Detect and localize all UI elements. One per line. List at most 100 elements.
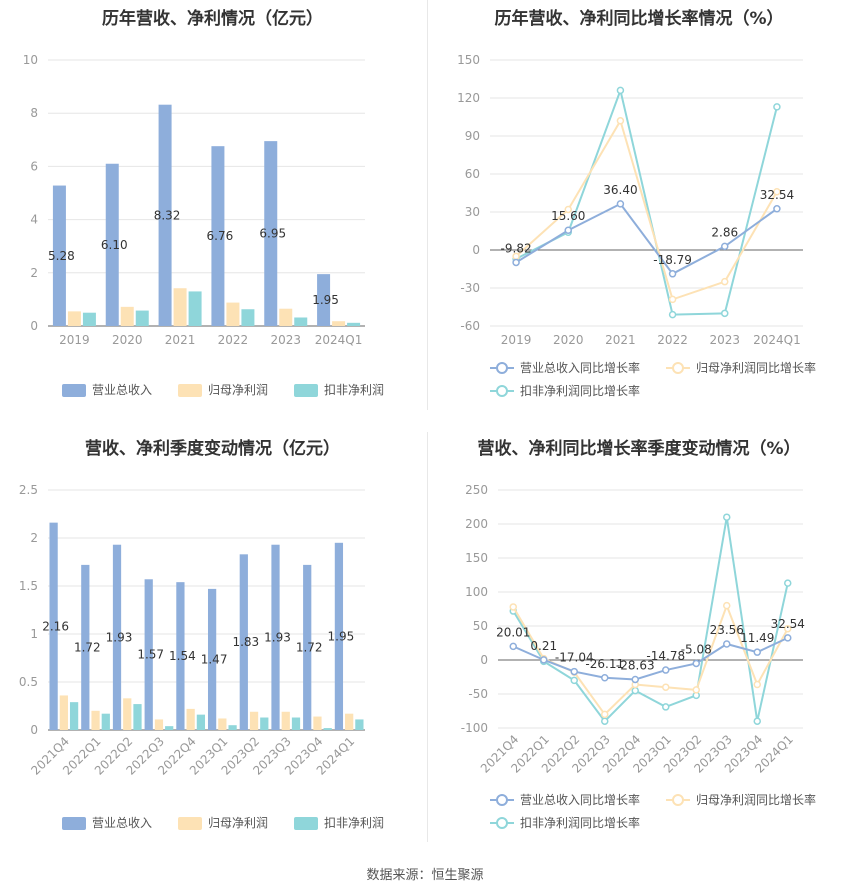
y-tick-label: 120 bbox=[457, 91, 480, 105]
series-line bbox=[515, 202, 778, 276]
bar bbox=[176, 582, 185, 730]
data-label: 1.72 bbox=[296, 640, 323, 654]
data-point bbox=[662, 666, 670, 674]
panel-divider bbox=[427, 0, 428, 410]
y-tick-label: 250 bbox=[465, 483, 488, 497]
y-tick-label: 30 bbox=[465, 205, 480, 219]
bar bbox=[105, 163, 119, 326]
data-label: 1.95 bbox=[312, 293, 339, 307]
data-label: 1.95 bbox=[328, 629, 355, 643]
legend-label: 扣非净利润 bbox=[324, 816, 384, 830]
bar bbox=[52, 185, 66, 326]
data-point bbox=[540, 656, 548, 664]
bar bbox=[211, 146, 225, 326]
bar bbox=[317, 274, 331, 326]
bar bbox=[226, 302, 240, 326]
bar bbox=[291, 717, 301, 730]
x-tick-label: 2022 bbox=[218, 333, 249, 347]
data-label: 32.54 bbox=[760, 188, 794, 202]
data-label: -17.04 bbox=[555, 651, 594, 665]
data-point bbox=[668, 295, 677, 304]
y-tick-label: -30 bbox=[460, 281, 480, 295]
x-tick-label: 2024Q1 bbox=[315, 333, 363, 347]
data-point bbox=[773, 205, 781, 213]
data-point bbox=[692, 659, 700, 668]
data-label: 6.76 bbox=[207, 229, 234, 243]
chart-title: 历年营收、净利情况（亿元） bbox=[102, 9, 323, 29]
bar bbox=[207, 588, 217, 730]
chart-annual-revenue: 0 2 4 6 8 10 2019 2020 2021 2022 2023 2024Q1 5.28 6.1… bbox=[23, 53, 384, 397]
chart-panel-annual-growth: 历年营收、净利同比增长率情况（%） -60 -30 0 30 60 90 120 150 201… bbox=[428, 0, 850, 410]
data-point bbox=[509, 603, 517, 611]
y-tick-label: 4 bbox=[30, 213, 38, 227]
bar bbox=[188, 291, 202, 326]
bar bbox=[144, 579, 153, 730]
data-label: 1.72 bbox=[74, 640, 101, 654]
bar bbox=[101, 713, 110, 730]
data-label: -14.78 bbox=[646, 649, 685, 663]
y-tick-label: 200 bbox=[465, 517, 488, 531]
bar bbox=[294, 317, 308, 326]
data-point bbox=[616, 86, 625, 95]
legend-label: 归母净利润 bbox=[208, 816, 268, 830]
bar bbox=[260, 717, 269, 730]
data-source-note: 数据来源：恒生聚源 bbox=[366, 868, 484, 883]
y-tick-label: 100 bbox=[465, 585, 488, 599]
bar bbox=[228, 725, 237, 730]
bar bbox=[347, 322, 361, 326]
bar bbox=[186, 708, 195, 730]
legend-label: 扣非净利润 bbox=[324, 383, 384, 397]
data-label: 20.01 bbox=[496, 625, 530, 639]
data-label: 0.21 bbox=[530, 639, 557, 653]
bar bbox=[82, 312, 96, 326]
bar bbox=[173, 288, 187, 326]
bar bbox=[154, 719, 164, 730]
panel-divider-lower bbox=[427, 432, 428, 842]
legend-swatch bbox=[62, 817, 86, 830]
data-label: 15.60 bbox=[551, 209, 585, 223]
chart-quarterly-revenue: 00.511.522.52021Q42022Q12022Q22022Q32022… bbox=[19, 483, 384, 830]
bar bbox=[112, 544, 122, 730]
bar bbox=[239, 554, 248, 730]
data-point bbox=[601, 710, 609, 719]
bar bbox=[69, 702, 79, 730]
data-point bbox=[509, 642, 517, 651]
legend-marker bbox=[496, 385, 508, 397]
bar bbox=[81, 564, 90, 730]
legend-label: 归母净利润 bbox=[208, 383, 268, 397]
bar bbox=[196, 714, 206, 730]
bar bbox=[355, 719, 364, 730]
data-label: 6.95 bbox=[259, 227, 286, 241]
x-tick-label: 2023 bbox=[709, 333, 740, 347]
y-tick-label: -60 bbox=[460, 319, 480, 333]
data-point bbox=[668, 270, 677, 278]
data-point bbox=[721, 242, 729, 251]
legend-marker bbox=[496, 362, 508, 374]
bar bbox=[91, 710, 100, 730]
data-label: 1.93 bbox=[264, 630, 291, 644]
legend-label: 营业总收入 bbox=[92, 816, 152, 830]
y-tick-label: 150 bbox=[457, 53, 480, 67]
legend-label: 归母净利润同比增长率 bbox=[696, 360, 816, 375]
data-label: -9.82 bbox=[501, 241, 532, 255]
y-tick-label: 0 bbox=[30, 319, 38, 333]
bar bbox=[158, 104, 172, 326]
data-label: 23.56 bbox=[710, 623, 744, 637]
data-point bbox=[692, 686, 700, 694]
data-point bbox=[721, 309, 729, 318]
series-line bbox=[515, 86, 778, 316]
data-point bbox=[784, 634, 792, 642]
y-tick-label: 1.5 bbox=[19, 579, 38, 593]
data-label: -18.79 bbox=[653, 253, 692, 267]
y-tick-label: 50 bbox=[473, 619, 488, 633]
bar bbox=[313, 716, 322, 730]
bar bbox=[332, 321, 346, 326]
data-point bbox=[601, 717, 609, 725]
legend-swatch bbox=[62, 384, 86, 397]
data-point bbox=[570, 676, 578, 685]
bar bbox=[59, 695, 68, 730]
x-tick-label: 2020 bbox=[553, 333, 584, 347]
y-tick-label: 150 bbox=[465, 551, 488, 565]
legend-label: 扣非净利润同比增长率 bbox=[520, 383, 640, 398]
data-label: 32.54 bbox=[771, 617, 805, 631]
